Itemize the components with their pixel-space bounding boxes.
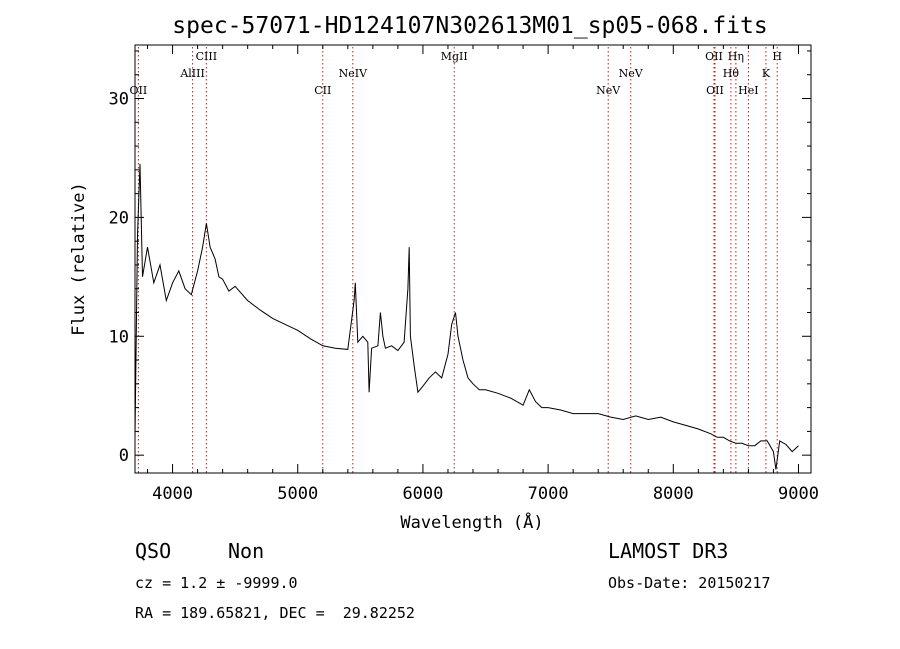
- x-tick-label: 9000: [778, 484, 819, 504]
- y-tick-label: 20: [109, 208, 129, 228]
- spectral-line-label: NeIV: [339, 67, 368, 80]
- y-tick-label: 0: [119, 446, 129, 466]
- spectral-line-label: H: [772, 50, 782, 63]
- y-tick-label: 30: [109, 90, 129, 110]
- spectral-line-label: CII: [314, 84, 331, 97]
- object-class: QSO: [135, 539, 172, 563]
- spectral-line-label: Hη: [728, 50, 744, 63]
- spectral-line-label: OII: [705, 50, 723, 63]
- spectral-line-label: AlIII: [179, 67, 205, 80]
- x-axis-label: Wavelength (Å): [400, 511, 543, 533]
- spectral-line-label: HeI: [738, 84, 758, 97]
- y-tick-label: 10: [109, 327, 129, 347]
- x-tick-label: 8000: [653, 484, 694, 504]
- obs-date: Obs-Date: 20150217: [608, 574, 771, 592]
- redshift-readout: cz = 1.2 ± -9999.0: [135, 574, 298, 592]
- spectrum-series-line: [134, 163, 799, 470]
- coordinates: RA = 189.65821, DEC = 29.82252: [135, 604, 415, 622]
- spectral-line-label: OII: [130, 84, 148, 97]
- chart-title: spec-57071-HD124107N302613M01_sp05-068.f…: [172, 13, 767, 39]
- x-tick-label: 5000: [277, 484, 318, 504]
- object-subclass: Non: [228, 539, 265, 563]
- spectral-line-label: CIII: [196, 50, 217, 63]
- spectral-line-label: MgII: [441, 50, 468, 63]
- x-tick-label: 7000: [528, 484, 569, 504]
- y-axis-label: Flux (relative): [69, 182, 89, 336]
- x-tick-label: 6000: [402, 484, 443, 504]
- plot-frame: [134, 44, 812, 474]
- spectral-line-label: Hθ: [723, 67, 740, 80]
- x-tick-label: 4000: [152, 484, 193, 504]
- spectral-line-label: NeV: [619, 67, 644, 80]
- survey-name: LAMOST DR3: [608, 539, 729, 563]
- spectral-line-label: NeV: [596, 84, 621, 97]
- spectral-line-label: K: [762, 67, 771, 80]
- spectral-line-label: OII: [706, 84, 724, 97]
